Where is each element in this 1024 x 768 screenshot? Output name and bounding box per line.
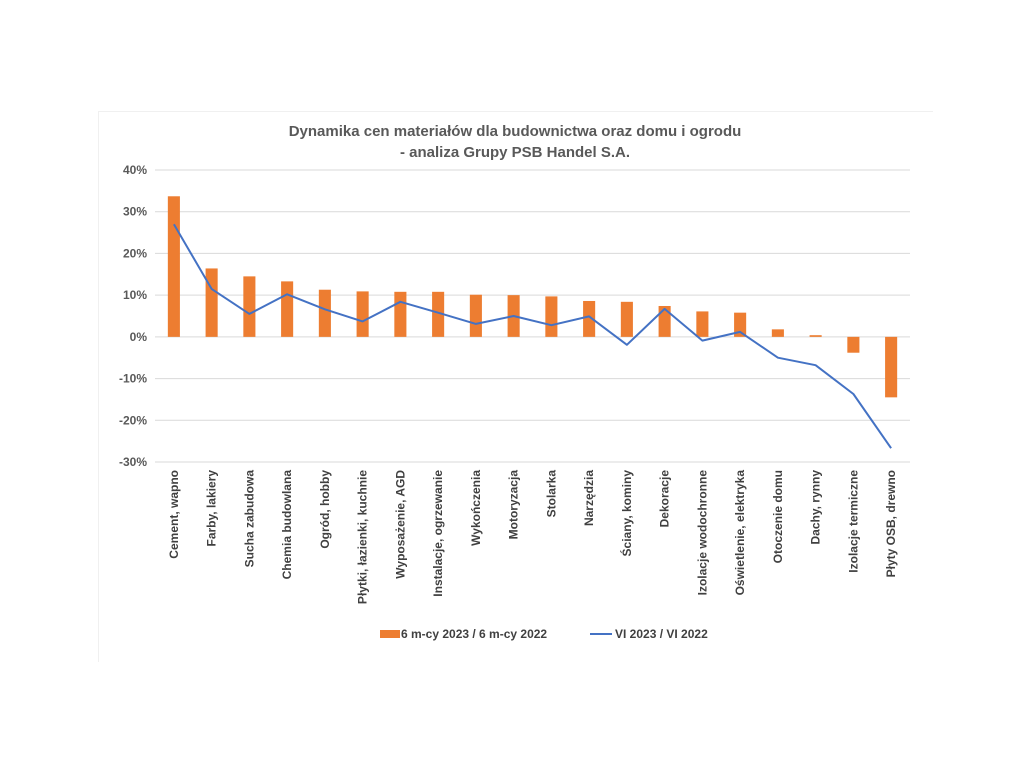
x-tick-label: Płyty OSB, drewno <box>884 470 898 577</box>
bar <box>583 300 596 337</box>
x-tick-label: Stolarka <box>544 470 558 518</box>
x-tick-label: Farby, lakiery <box>205 470 219 547</box>
x-tick-label: Oświetlenie, elektryka <box>733 470 747 596</box>
x-tick-label: Wykończenia <box>469 470 483 546</box>
x-tick-label: Ogród, hobby <box>318 470 332 549</box>
x-tick-label: Dachy, rynny <box>809 470 823 545</box>
bar <box>658 305 671 337</box>
bar <box>809 335 822 337</box>
bar <box>432 291 445 337</box>
bar <box>469 294 482 337</box>
bar <box>167 196 180 337</box>
legend-label: 6 m-cy 2023 / 6 m-cy 2022 <box>401 627 547 641</box>
y-tick-label: 10% <box>123 288 147 302</box>
x-tick-label: Izolacje wodochronne <box>695 470 709 596</box>
x-tick-label: Chemia budowlana <box>280 470 294 580</box>
x-tick-label: Cement, wapno <box>167 470 181 559</box>
x-tick-label: Ściany, kominy <box>619 470 634 557</box>
x-tick-label: Narzędzia <box>582 470 596 526</box>
y-tick-label: 0% <box>130 330 148 344</box>
bar <box>696 311 709 337</box>
y-tick-label: -10% <box>119 372 147 386</box>
x-tick-label: Sucha zabudowa <box>242 470 256 568</box>
chart-title: Dynamika cen materiałów dla budownictwa … <box>98 121 932 163</box>
x-tick-label: Otoczenie domu <box>771 470 785 563</box>
bar <box>356 291 369 337</box>
bar <box>885 336 898 398</box>
x-tick-label: Izolacje termiczne <box>846 470 860 573</box>
x-tick-label: Płytki, łazienki, kuchnie <box>356 470 370 604</box>
bar <box>281 281 294 337</box>
chart-title-line-1: Dynamika cen materiałów dla budownictwa … <box>288 123 742 140</box>
bar <box>545 296 558 337</box>
bar <box>394 291 407 337</box>
bar <box>847 336 860 353</box>
bar <box>318 289 331 337</box>
bar <box>771 329 784 337</box>
legend-label: VI 2023 / VI 2022 <box>615 627 708 641</box>
bar <box>243 276 256 337</box>
legend-swatch-bar <box>380 630 400 638</box>
x-tick-label: Wyposażenie, AGD <box>393 470 407 579</box>
x-tick-label: Instalacje, ogrzewanie <box>431 470 445 597</box>
series-line <box>173 223 892 449</box>
x-tick-label: Motoryzacja <box>507 470 521 540</box>
bar <box>734 312 747 337</box>
bar <box>620 301 633 337</box>
chart-subtitle: - analiza Grupy PSB Handel S.A. <box>399 144 631 161</box>
y-tick-label: -20% <box>119 413 147 427</box>
chart-area <box>98 111 933 662</box>
x-tick-label: Dekoracje <box>658 470 672 528</box>
y-tick-label: -30% <box>119 455 147 469</box>
y-tick-label: 30% <box>123 205 147 219</box>
y-tick-label: 40% <box>123 163 147 177</box>
y-tick-label: 20% <box>123 246 147 260</box>
bar <box>205 268 218 337</box>
